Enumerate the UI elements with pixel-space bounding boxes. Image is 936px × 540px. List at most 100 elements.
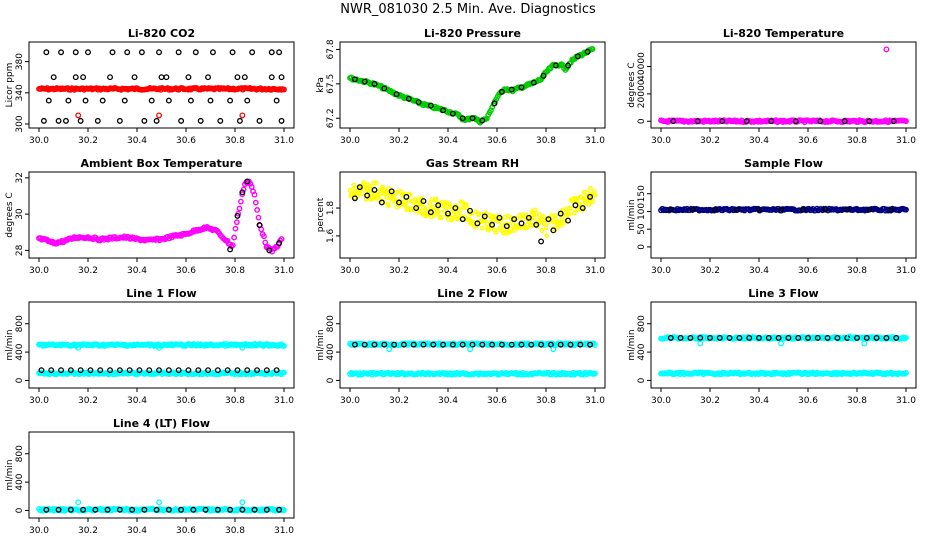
data-point [841,118,848,125]
panel-3: Li-820 Temperature degrees C 30.0 30.2 30.4 3… [627,27,917,146]
data-point [883,46,890,53]
x-tick-label: 30.6 [798,396,818,406]
x-tick-label: 30.4 [127,396,147,406]
panel-7: Line 1 Flow ml/min 30.0 30.2 30.4 30.6 30.8 31.… [5,287,295,406]
data-point [185,74,192,81]
x-tick-label: 30.4 [127,136,147,146]
data-point [415,99,422,106]
x-tick-label: 30.4 [749,266,769,276]
series-pressure-markers [351,48,591,124]
data-point [244,178,251,185]
data-point [202,506,209,513]
data-point [361,78,368,85]
y-tick-label: 0 [326,377,336,383]
data-point [590,199,596,205]
data-point [496,214,503,221]
data-point [530,79,537,86]
data-point [726,334,733,341]
data-point [356,184,363,191]
y-tick-label: 30 [15,208,25,220]
data-point [531,215,537,221]
data-point [92,506,99,513]
x-tick-label: 31.0 [585,266,605,276]
data-point [587,185,593,191]
y-axis-label: ml/min [627,329,637,360]
data-point [227,506,234,513]
x-tick-label: 30.4 [438,136,458,146]
data-point [381,85,388,92]
data-point [778,206,784,213]
plot-frame [339,301,606,389]
x-tick-label: 30.2 [700,266,720,276]
data-point [116,367,123,374]
series-temperature [658,117,909,126]
data-point [378,191,384,197]
data-point [263,367,270,374]
data-point [565,62,571,69]
data-point [792,118,799,125]
x-tick-label: 30.6 [798,136,818,146]
panel-2: Li-820 Pressure kPa 30.0 30.2 30.4 30.6 30.8 31… [316,27,606,146]
panel-title: Line 4 (LT) Flow [113,417,210,430]
data-point [449,110,456,117]
data-point [584,48,591,55]
x-tick-label: 30.0 [29,266,49,276]
data-point [479,341,486,348]
data-point [457,208,463,214]
data-point [427,200,433,206]
data-point [486,225,492,231]
data-point [489,221,496,228]
y-axis-label: kPa [316,77,326,93]
data-point [543,225,549,231]
data-point [361,341,368,348]
x-tick-label: 30.8 [536,136,556,146]
data-point [756,206,762,213]
data-point [190,506,197,513]
data-point [464,205,470,211]
data-point [417,208,423,214]
x-tick-label: 30.8 [847,396,867,406]
data-point [396,199,402,206]
data-point [156,344,162,351]
data-point [670,118,677,125]
data-point [854,334,860,341]
x-tick-label: 31.0 [896,396,916,406]
y-tick-label: 800 [326,315,336,332]
y-axis-label: ml/min [627,199,637,230]
data-point [459,115,466,122]
data-point [527,222,533,228]
data-point [273,97,280,104]
x-tick-label: 31.0 [896,266,916,276]
data-point [148,97,155,104]
series-line-3-markers [667,334,900,341]
series-line-1-flow-high [36,341,287,349]
x-tick-label: 30.4 [438,396,458,406]
data-point [175,49,182,56]
data-point [481,213,488,220]
series-box-temperature [36,178,285,255]
data-point [165,97,172,104]
panel-8: Line 2 Flow ml/min 30.0 30.2 30.4 30.6 30.8 31.… [316,287,606,406]
data-point [77,117,84,124]
series-line-3-flow-low [658,369,909,378]
data-point [775,334,782,341]
data-point [48,367,55,374]
data-point [846,333,853,340]
data-point [281,86,287,93]
x-tick-label: 30.8 [225,396,245,406]
series-rh-markers [351,184,594,245]
data-point [156,49,162,56]
y-tick-label: 50 [637,223,647,235]
series-line-3-outliers [697,333,868,347]
data-point [403,193,410,200]
data-point [43,506,50,513]
data-point [422,206,428,212]
data-point [205,74,211,81]
plot-frame [650,41,917,129]
data-point [146,367,153,374]
x-tick-label: 30.0 [29,136,49,146]
data-point [805,334,811,341]
data-point [156,499,162,506]
panel-title: Ambient Box Temperature [81,157,243,170]
